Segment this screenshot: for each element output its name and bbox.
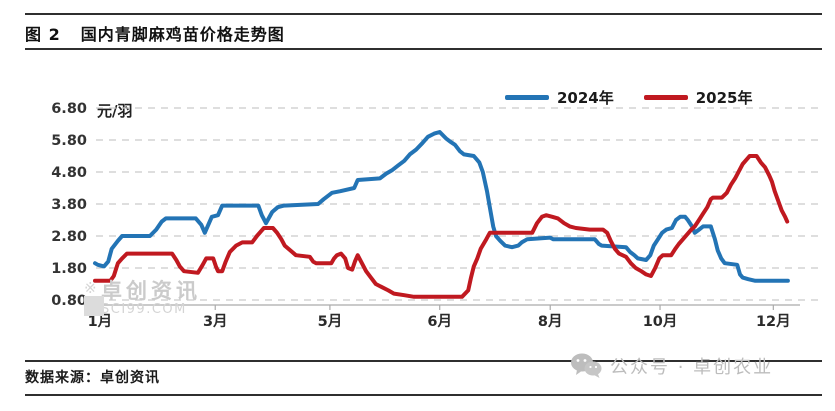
y-tick-label: 0.80 [51, 293, 87, 309]
wechat-icon [571, 353, 602, 378]
wechat-watermark-text: 公众号 · 卓创农业 [610, 356, 774, 378]
series-line-2024年 [93, 130, 790, 283]
y-tick-label: 4.80 [51, 165, 87, 181]
y-tick-label: 6.80 [51, 101, 87, 117]
page-title: 国内青脚麻鸡苗价格走势图 [80, 25, 285, 44]
header-bottom-rule [25, 48, 822, 50]
x-tick-label: 5月 [318, 313, 343, 330]
y-tick-label: 2.80 [51, 229, 87, 245]
series-line-2025年 [93, 154, 790, 299]
data-source-note: 数据来源：卓创资讯 [25, 370, 160, 386]
legend-swatch-2024 [505, 95, 549, 100]
x-tick-label: 3月 [203, 313, 228, 330]
footer-top-rule [25, 360, 822, 362]
x-tick-label: 10月 [643, 313, 678, 330]
x-tick-label: 1月 [88, 313, 113, 330]
chart-header: 图 2 国内青脚麻鸡苗价格走势图 [25, 21, 285, 45]
header-top-rule [25, 13, 822, 15]
legend-label-2025: 2025年 [695, 89, 753, 107]
x-tick-label: 6月 [427, 313, 452, 330]
y-tick-label: 5.80 [51, 133, 87, 149]
x-tick-label: 8月 [538, 313, 563, 330]
y-axis-unit-label: 元/羽 [97, 102, 133, 120]
legend-item-2025: 2025年 [643, 87, 753, 108]
y-tick-label: 3.80 [51, 197, 87, 213]
legend-item-2024: 2024年 [505, 87, 614, 108]
footer-bottom-rule [25, 394, 822, 396]
chart-legend: 2024年 2025年 [505, 87, 753, 108]
legend-label-2024: 2024年 [557, 89, 614, 107]
y-tick-label: 1.80 [51, 261, 87, 277]
x-tick-label: 12月 [756, 313, 791, 330]
legend-swatch-2025 [643, 95, 688, 100]
wechat-watermark: 公众号 · 卓创农业 [570, 352, 773, 379]
figure-label: 图 2 [25, 25, 61, 44]
